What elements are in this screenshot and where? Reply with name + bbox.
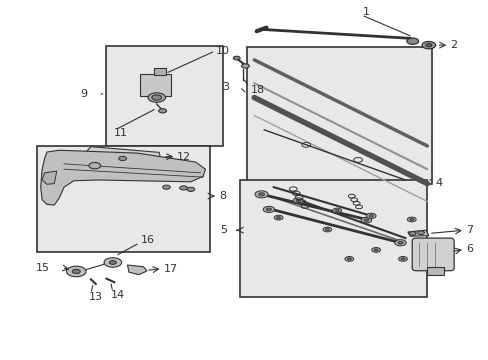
Ellipse shape [258, 193, 264, 196]
Ellipse shape [400, 258, 404, 260]
Ellipse shape [368, 215, 373, 217]
Ellipse shape [263, 206, 274, 212]
Text: 5: 5 [220, 225, 227, 235]
Text: 11: 11 [114, 128, 128, 138]
Ellipse shape [274, 215, 283, 220]
Ellipse shape [295, 199, 300, 202]
Text: 9: 9 [80, 89, 87, 99]
Bar [246, 47, 431, 184]
Text: 16: 16 [141, 235, 154, 245]
Ellipse shape [417, 231, 424, 235]
Ellipse shape [373, 249, 377, 251]
Polygon shape [83, 147, 161, 167]
Ellipse shape [66, 266, 86, 277]
Ellipse shape [397, 242, 402, 244]
Ellipse shape [186, 187, 194, 192]
Ellipse shape [266, 208, 271, 211]
Ellipse shape [254, 191, 267, 198]
Bar [239, 180, 427, 297]
Ellipse shape [408, 231, 415, 235]
Ellipse shape [276, 217, 280, 219]
Ellipse shape [398, 257, 407, 261]
Text: 7: 7 [465, 225, 472, 235]
Ellipse shape [346, 258, 350, 260]
Ellipse shape [366, 213, 375, 219]
Polygon shape [41, 150, 205, 205]
Polygon shape [127, 265, 147, 275]
Text: 4: 4 [435, 177, 442, 188]
Ellipse shape [104, 258, 122, 267]
Ellipse shape [425, 44, 431, 47]
Text: 8: 8 [219, 191, 226, 201]
Bar [140, 74, 171, 96]
Ellipse shape [89, 162, 101, 169]
Ellipse shape [109, 261, 116, 264]
Ellipse shape [152, 95, 161, 100]
Ellipse shape [233, 56, 240, 60]
Ellipse shape [407, 217, 415, 222]
Ellipse shape [148, 93, 165, 102]
Bar [105, 45, 222, 146]
Text: 10: 10 [216, 46, 230, 56]
Ellipse shape [323, 227, 331, 232]
Text: 1: 1 [362, 7, 369, 17]
Text: 14: 14 [110, 290, 124, 300]
Ellipse shape [179, 186, 187, 190]
FancyBboxPatch shape [411, 238, 453, 271]
Text: 17: 17 [163, 264, 177, 274]
Text: 6: 6 [465, 244, 472, 254]
Bar [427, 267, 444, 275]
Ellipse shape [325, 229, 329, 230]
Ellipse shape [334, 210, 338, 212]
Ellipse shape [344, 257, 353, 261]
Text: 15: 15 [36, 263, 49, 273]
Polygon shape [42, 171, 57, 184]
Ellipse shape [72, 269, 80, 274]
Ellipse shape [241, 64, 249, 68]
Text: 2: 2 [449, 40, 456, 50]
Text: 18: 18 [250, 85, 264, 95]
Ellipse shape [293, 198, 303, 203]
Text: 13: 13 [88, 292, 102, 302]
Ellipse shape [371, 248, 380, 252]
Ellipse shape [332, 208, 341, 213]
Bar [154, 68, 166, 75]
Ellipse shape [406, 38, 418, 44]
Bar [37, 146, 210, 252]
Text: 12: 12 [177, 152, 191, 162]
Ellipse shape [409, 219, 413, 221]
Polygon shape [407, 230, 428, 236]
Text: 3: 3 [222, 82, 228, 92]
Ellipse shape [361, 217, 371, 223]
Ellipse shape [394, 240, 406, 246]
Ellipse shape [364, 219, 368, 221]
Ellipse shape [421, 41, 435, 49]
Ellipse shape [162, 185, 170, 189]
Ellipse shape [158, 109, 166, 113]
Ellipse shape [119, 156, 126, 161]
